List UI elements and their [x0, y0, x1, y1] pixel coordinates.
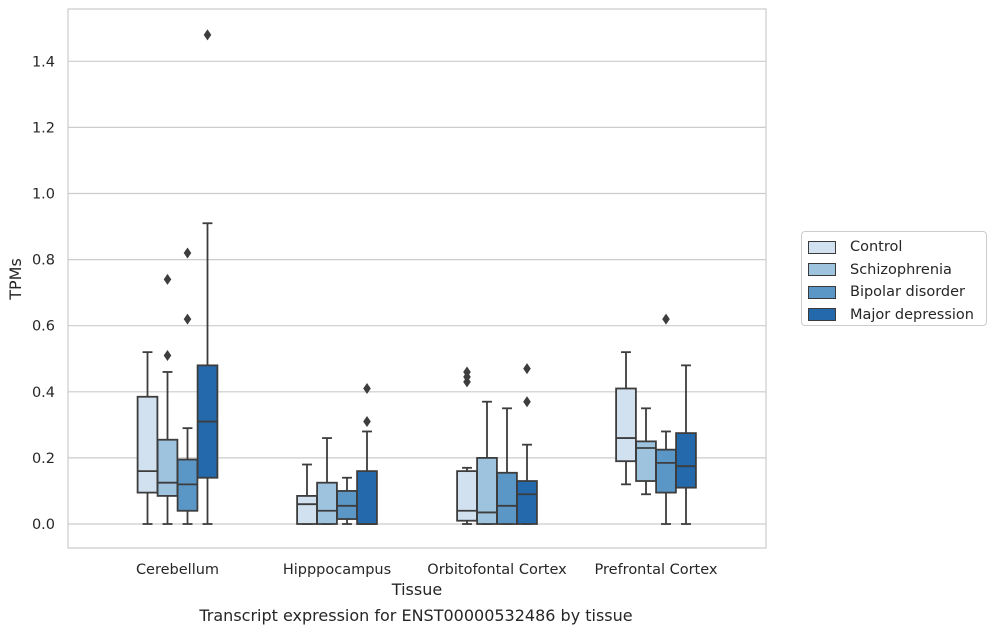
- legend-label: Control: [850, 239, 903, 256]
- legend-item: Bipolar disorder: [808, 281, 980, 304]
- y-tick-label: 0.4: [32, 385, 55, 401]
- outlier-point: [662, 313, 670, 325]
- iqr-box: [316, 481, 338, 525]
- iqr-box: [675, 432, 697, 489]
- x-axis-label: Tissue: [391, 580, 442, 599]
- outlier-point: [363, 416, 371, 428]
- box-major-depression: [196, 29, 219, 525]
- y-tick-label: 0.6: [32, 319, 55, 335]
- legend-swatch: [808, 263, 836, 277]
- legend-label: Major depression: [850, 306, 974, 323]
- y-tick-label: 1.2: [32, 120, 55, 136]
- outlier-point: [163, 349, 172, 361]
- box-major-depression: [675, 364, 697, 525]
- outlier-point: [203, 29, 212, 41]
- box-bipolar-disorder: [176, 247, 199, 525]
- iqr-box: [156, 438, 179, 497]
- y-tick-labels: 0.0 0.2 0.4 0.6 0.8 1.0 1.2 1.4: [32, 54, 55, 533]
- box-schizophrenia: [635, 407, 657, 496]
- legend-item: Schizophrenia: [808, 259, 980, 282]
- legend: Control Schizophrenia Bipolar disorder Majo…: [801, 231, 987, 326]
- iqr-box: [356, 470, 378, 525]
- legend-label: Bipolar disorder: [850, 284, 965, 301]
- box-major-depression: [516, 363, 538, 525]
- boxes: [136, 29, 697, 525]
- x-tick-label: Orbitofontal Cortex: [427, 562, 567, 578]
- outlier-point: [163, 273, 172, 285]
- iqr-box: [136, 395, 159, 494]
- iqr-box: [296, 495, 318, 525]
- x-tick-label: Prefrontal Cortex: [595, 562, 718, 578]
- iqr-box: [615, 387, 637, 463]
- box-schizophrenia: [156, 273, 179, 525]
- outlier-point: [463, 366, 471, 378]
- legend-swatch: [808, 240, 836, 254]
- legend-label: Schizophrenia: [850, 261, 952, 278]
- legend-swatch: [808, 285, 836, 299]
- y-axis-label: TPMs: [6, 258, 25, 301]
- x-tick-label: Cerebellum: [136, 562, 219, 578]
- outlier-point: [523, 363, 531, 375]
- box-control: [615, 351, 637, 486]
- legend-item: Control: [808, 236, 980, 259]
- figure-caption: Transcript expression for ENST0000053248…: [199, 606, 633, 625]
- outlier-point: [523, 396, 531, 408]
- legend-swatch: [808, 308, 836, 322]
- iqr-box: [516, 480, 538, 525]
- iqr-box: [496, 471, 518, 525]
- iqr-box: [655, 448, 677, 494]
- x-tick-label: Hipppocampus: [283, 562, 391, 578]
- box-bipolar-disorder: [655, 313, 677, 525]
- outlier-point: [183, 247, 192, 259]
- y-tick-label: 1.0: [32, 187, 55, 203]
- box-schizophrenia: [476, 400, 498, 525]
- iqr-box: [456, 470, 478, 522]
- outlier-point: [183, 313, 192, 325]
- box-major-depression: [356, 382, 378, 525]
- y-tick-label: 0.2: [32, 451, 55, 467]
- legend-item: Major depression: [808, 304, 980, 327]
- x-tick-labels: Cerebellum Hipppocampus Orbitofontal Corte…: [136, 562, 718, 578]
- outlier-point: [363, 382, 371, 394]
- box-control: [136, 351, 159, 525]
- y-tick-label: 1.4: [32, 54, 55, 70]
- iqr-box: [476, 456, 498, 525]
- y-tick-label: 0.0: [32, 517, 55, 533]
- y-tick-label: 0.8: [32, 253, 55, 269]
